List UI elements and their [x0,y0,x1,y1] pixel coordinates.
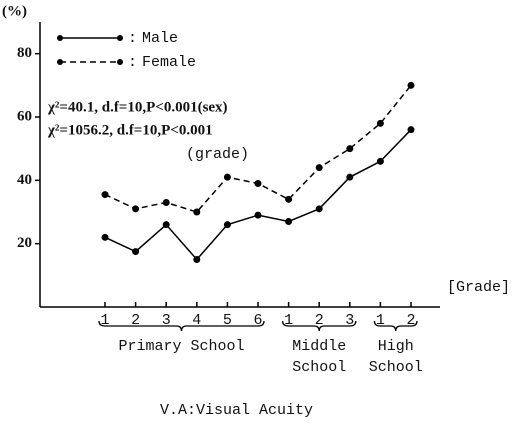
x-axis-label: [Grade] [447,279,510,296]
series-line [104,129,412,261]
point [407,81,415,89]
legend-label: Male [142,30,178,47]
annotation: (grade) [186,146,249,163]
x-tick-label: 6 [253,312,262,329]
x-tick-label: 4 [192,312,201,329]
point [346,145,354,153]
group-label: School [369,359,423,376]
x-tick-label: 2 [406,312,415,329]
point [223,221,231,229]
group-label: School [292,359,346,376]
point [376,157,384,165]
x-tick-label: 3 [162,312,171,329]
point [223,173,231,181]
legend-colon: : [128,54,137,71]
point [193,256,201,263]
x-tick-label: 1 [376,312,385,329]
point [285,218,293,225]
y-tick-label: 40 [17,172,32,188]
point [407,126,415,134]
x-tick-label: 1 [284,312,293,329]
point [132,205,140,213]
point [101,191,109,199]
legend-marker [57,35,63,41]
y-axis-label: (%) [2,3,27,19]
x-tick-label: 1 [100,312,109,329]
point [254,211,262,219]
group-label: Primary School [118,338,244,355]
point [346,173,354,181]
group-label: Middle [292,338,346,355]
y-tick-label: 80 [17,45,32,61]
y-tick-label: 20 [17,235,32,251]
x-tick-label: 2 [131,312,140,329]
point [132,248,140,256]
group-label: High [378,338,414,355]
legend-marker [117,35,123,41]
point [285,195,293,203]
x-tick-label: 3 [345,312,354,329]
group-brace [98,320,265,332]
legend-marker [117,59,123,65]
group-brace [281,320,357,332]
point [162,199,170,206]
point [101,233,109,241]
point [315,205,323,213]
x-tick-label: 2 [315,312,324,329]
point [193,208,201,216]
group-brace [373,320,418,332]
legend-colon: : [128,30,137,47]
annotation: χ²=40.1, d.f=10,P<0.001(sex) [47,99,228,115]
legend-label: Female [142,54,196,71]
point [254,180,262,187]
point [315,164,323,172]
y-tick-label: 60 [17,108,32,124]
annotation: χ²=1056.2, d.f=10,P<0.001 [47,122,213,138]
caption: V.A:Visual Acuity [160,402,313,419]
legend-marker [57,59,63,65]
point [376,119,384,127]
x-tick-label: 5 [223,312,232,329]
point [162,221,170,229]
